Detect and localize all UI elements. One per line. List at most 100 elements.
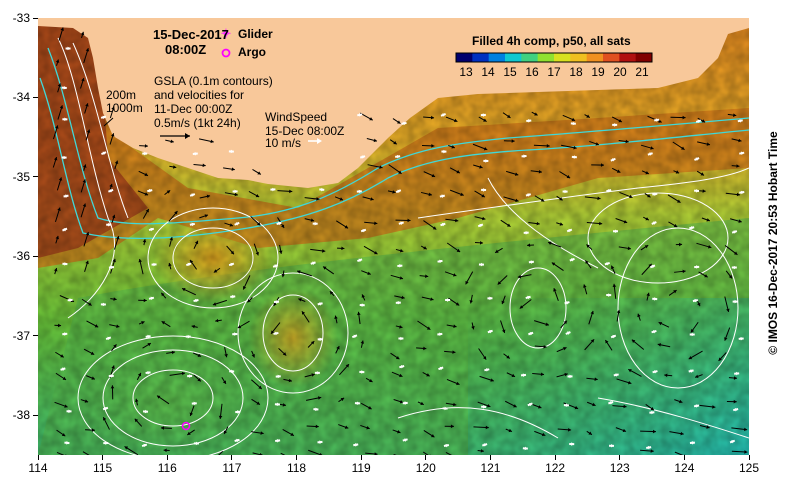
velocity-arrow-head [88, 302, 92, 306]
wind-arrow-head [274, 264, 278, 268]
velocity-arrow-head [600, 163, 604, 167]
velocity-arrow-head [456, 381, 460, 386]
glider-legend-icon: ✦ [221, 26, 232, 41]
colorbar-swatch [635, 53, 653, 62]
velocity-arrow-head [583, 284, 587, 288]
wind-arrow-head [102, 151, 107, 156]
velocity-arrow-head [456, 248, 461, 252]
velocity-arrow-head [374, 221, 378, 226]
velocity-arrow-head [590, 310, 594, 315]
velocity-arrow-head [534, 112, 538, 116]
wind-arrow-head [107, 336, 111, 341]
y-tick-label: -34 [12, 90, 30, 105]
velocity-arrow-head [111, 365, 115, 369]
velocity-arrow-head [426, 326, 431, 330]
wind-arrow-head [361, 303, 365, 307]
velocity-arrow-head [160, 426, 165, 430]
velocity-arrow-head [733, 251, 738, 255]
velocity-arrow-head [482, 356, 487, 360]
wind-arrow-head [525, 230, 529, 235]
velocity-arrow-head [706, 425, 710, 429]
wind-arrow-head [65, 194, 69, 198]
velocity-arrow-head [718, 357, 722, 361]
gsla-date: 11-Dec 00:00Z [154, 102, 233, 116]
wind-arrow-head [695, 157, 700, 161]
velocity-arrow-head [55, 125, 59, 129]
colorbar-swatch [472, 53, 490, 62]
wind-arrow-head [193, 401, 197, 406]
wind-arrow-head [104, 406, 108, 411]
velocity-arrow-head [724, 337, 728, 341]
velocity-arrow-head [481, 194, 485, 198]
velocity-arrow-head [174, 211, 178, 215]
velocity-arrow-head [366, 426, 370, 430]
wind-arrow-head [404, 438, 408, 442]
wind-arrow-head [144, 409, 149, 414]
velocity-arrow-head [684, 454, 686, 455]
velocity-arrow-head [688, 355, 693, 360]
velocity-arrow-head [398, 170, 402, 174]
wind-arrow-head [649, 152, 653, 156]
wind-arrow-head [150, 227, 154, 232]
velocity-arrow-head [460, 192, 464, 196]
velocity-arrow-head [55, 59, 60, 63]
velocity-arrow-head [597, 196, 601, 201]
wind-arrow-head [321, 187, 325, 192]
wind-arrow-head [361, 370, 365, 374]
velocity-arrow-head [224, 353, 228, 358]
velocity-arrow-head [627, 380, 632, 385]
colorbar-tick-label: 17 [547, 65, 561, 79]
wind-arrow-head [444, 406, 448, 411]
velocity-arrow-head [273, 302, 277, 306]
velocity-arrow-head [450, 424, 454, 429]
wind-arrow-head [528, 402, 533, 407]
wind-arrow-head [148, 188, 153, 193]
wind-scale-arrowhead [317, 138, 322, 144]
wind-arrow-head [61, 367, 66, 371]
velocity-arrow-head [316, 197, 320, 201]
velocity-arrow-head [213, 269, 218, 273]
argo-float-marker [181, 421, 191, 431]
velocity-arrow-head [506, 223, 511, 227]
velocity-arrow-head [124, 446, 129, 450]
velocity-arrow-head [605, 340, 609, 344]
wind-arrow-head [67, 46, 71, 51]
wind-arrow-head [482, 405, 487, 409]
wind-arrow-head [569, 374, 573, 379]
velocity-arrow-head [701, 119, 706, 123]
colorbar-tick-label: 13 [459, 65, 473, 79]
velocity-arrow-head [673, 223, 678, 228]
wind-arrow-head [489, 329, 493, 334]
wind-arrow-head [573, 155, 577, 159]
wind-arrow-head [236, 438, 240, 443]
wind-arrow-head [362, 228, 366, 233]
wind-arrow-head [607, 189, 612, 193]
velocity-arrow-head [650, 449, 654, 453]
y-tick-mark [33, 335, 38, 337]
velocity-arrow-head [551, 262, 556, 266]
y-tick-mark [33, 414, 38, 416]
velocity-arrow-head [567, 428, 572, 432]
velocity-arrow-head [166, 190, 171, 194]
velocity-arrow [674, 451, 684, 455]
isobath-1000m-label: 1000m [106, 101, 143, 115]
wind-arrow-head [523, 154, 527, 159]
velocity-arrow-head [256, 401, 260, 405]
wind-arrow-head [105, 441, 109, 445]
wind-arrow-head [353, 334, 357, 339]
velocity-arrow-head [485, 425, 489, 430]
velocity-arrow-head [202, 163, 206, 168]
wind-arrow-head [191, 222, 195, 227]
velocity-arrow-head [345, 364, 350, 368]
velocity-arrow-head [90, 351, 95, 355]
x-tick-label: 121 [480, 461, 501, 475]
velocity-arrow-head [111, 214, 116, 219]
velocity-arrow-head [646, 292, 650, 297]
velocity-arrow-head [374, 251, 378, 255]
velocity-arrow-head [681, 146, 685, 150]
velocity-arrow-head [432, 226, 437, 230]
wind-arrow-head [187, 334, 191, 339]
velocity-arrow-head [702, 189, 706, 193]
velocity-arrow-head [736, 192, 740, 197]
wind-arrow-head [690, 369, 694, 373]
